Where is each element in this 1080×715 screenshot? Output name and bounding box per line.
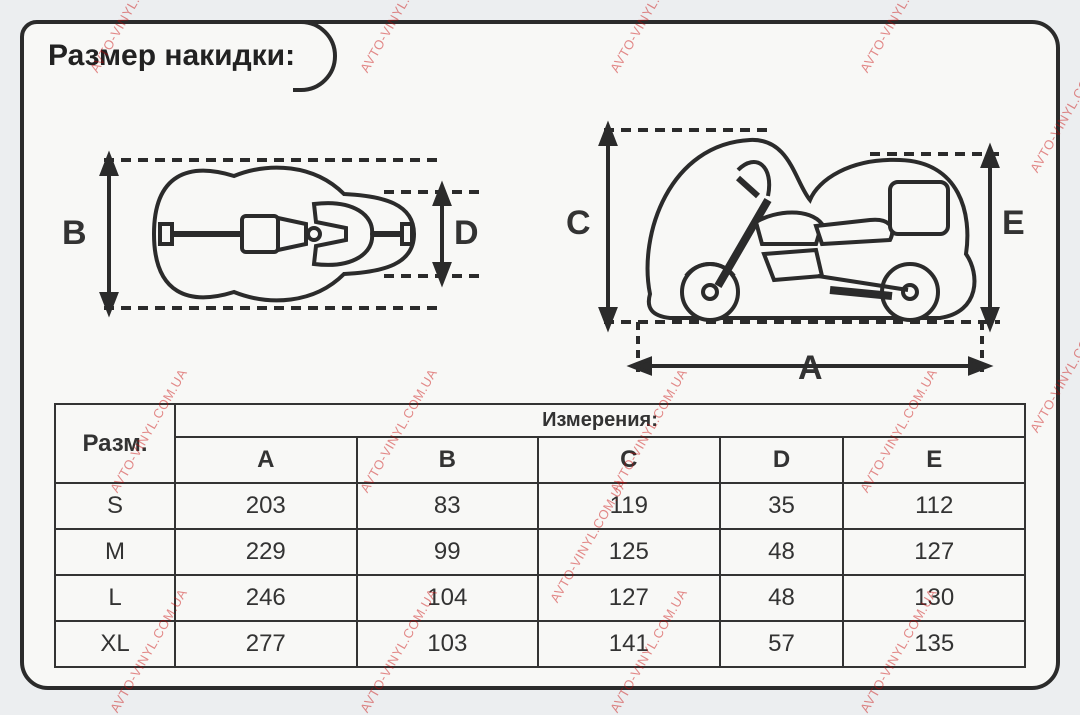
cell-size: S xyxy=(55,483,175,529)
title-tab: Размер накидки: xyxy=(20,20,337,92)
cell-size: XL xyxy=(55,621,175,667)
cell: 112 xyxy=(843,483,1025,529)
cell-size: M xyxy=(55,529,175,575)
cell: 35 xyxy=(720,483,844,529)
cell: 104 xyxy=(357,575,539,621)
col-A: A xyxy=(175,437,357,483)
col-C: C xyxy=(538,437,720,483)
cell-size: L xyxy=(55,575,175,621)
col-headers: A B C D E xyxy=(55,437,1025,483)
side-view-svg xyxy=(560,104,1060,394)
diagrams-row: B D xyxy=(54,104,1026,394)
cell: 229 xyxy=(175,529,357,575)
cell: 130 xyxy=(843,575,1025,621)
table-body: S 203 83 119 35 112 M 229 99 125 48 127 … xyxy=(55,483,1025,667)
diagram-top-view: B D xyxy=(54,104,520,394)
cell: 83 xyxy=(357,483,539,529)
size-chart-frame: Размер накидки: B D xyxy=(20,20,1060,690)
cell: 203 xyxy=(175,483,357,529)
cell: 127 xyxy=(538,575,720,621)
cell: 99 xyxy=(357,529,539,575)
table-row: XL 277 103 141 57 135 xyxy=(55,621,1025,667)
col-B: B xyxy=(357,437,539,483)
table-row: L 246 104 127 48 130 xyxy=(55,575,1025,621)
col-group-header: Измерения: xyxy=(175,404,1025,437)
table-row: M 229 99 125 48 127 xyxy=(55,529,1025,575)
cell: 48 xyxy=(720,575,844,621)
cell: 103 xyxy=(357,621,539,667)
cell: 135 xyxy=(843,621,1025,667)
cell: 246 xyxy=(175,575,357,621)
cell: 48 xyxy=(720,529,844,575)
size-table: Разм. Измерения: A B C D E S 203 83 119 … xyxy=(54,403,1026,668)
table-row: S 203 83 119 35 112 xyxy=(55,483,1025,529)
col-E: E xyxy=(843,437,1025,483)
col-size-header: Разм. xyxy=(55,404,175,483)
cell: 127 xyxy=(843,529,1025,575)
cell: 141 xyxy=(538,621,720,667)
cell: 57 xyxy=(720,621,844,667)
diagram-side-view: C E A xyxy=(560,104,1026,394)
title-text: Размер накидки: xyxy=(48,39,295,73)
cell: 119 xyxy=(538,483,720,529)
top-view-svg xyxy=(54,104,534,364)
cell: 277 xyxy=(175,621,357,667)
col-D: D xyxy=(720,437,844,483)
cell: 125 xyxy=(538,529,720,575)
